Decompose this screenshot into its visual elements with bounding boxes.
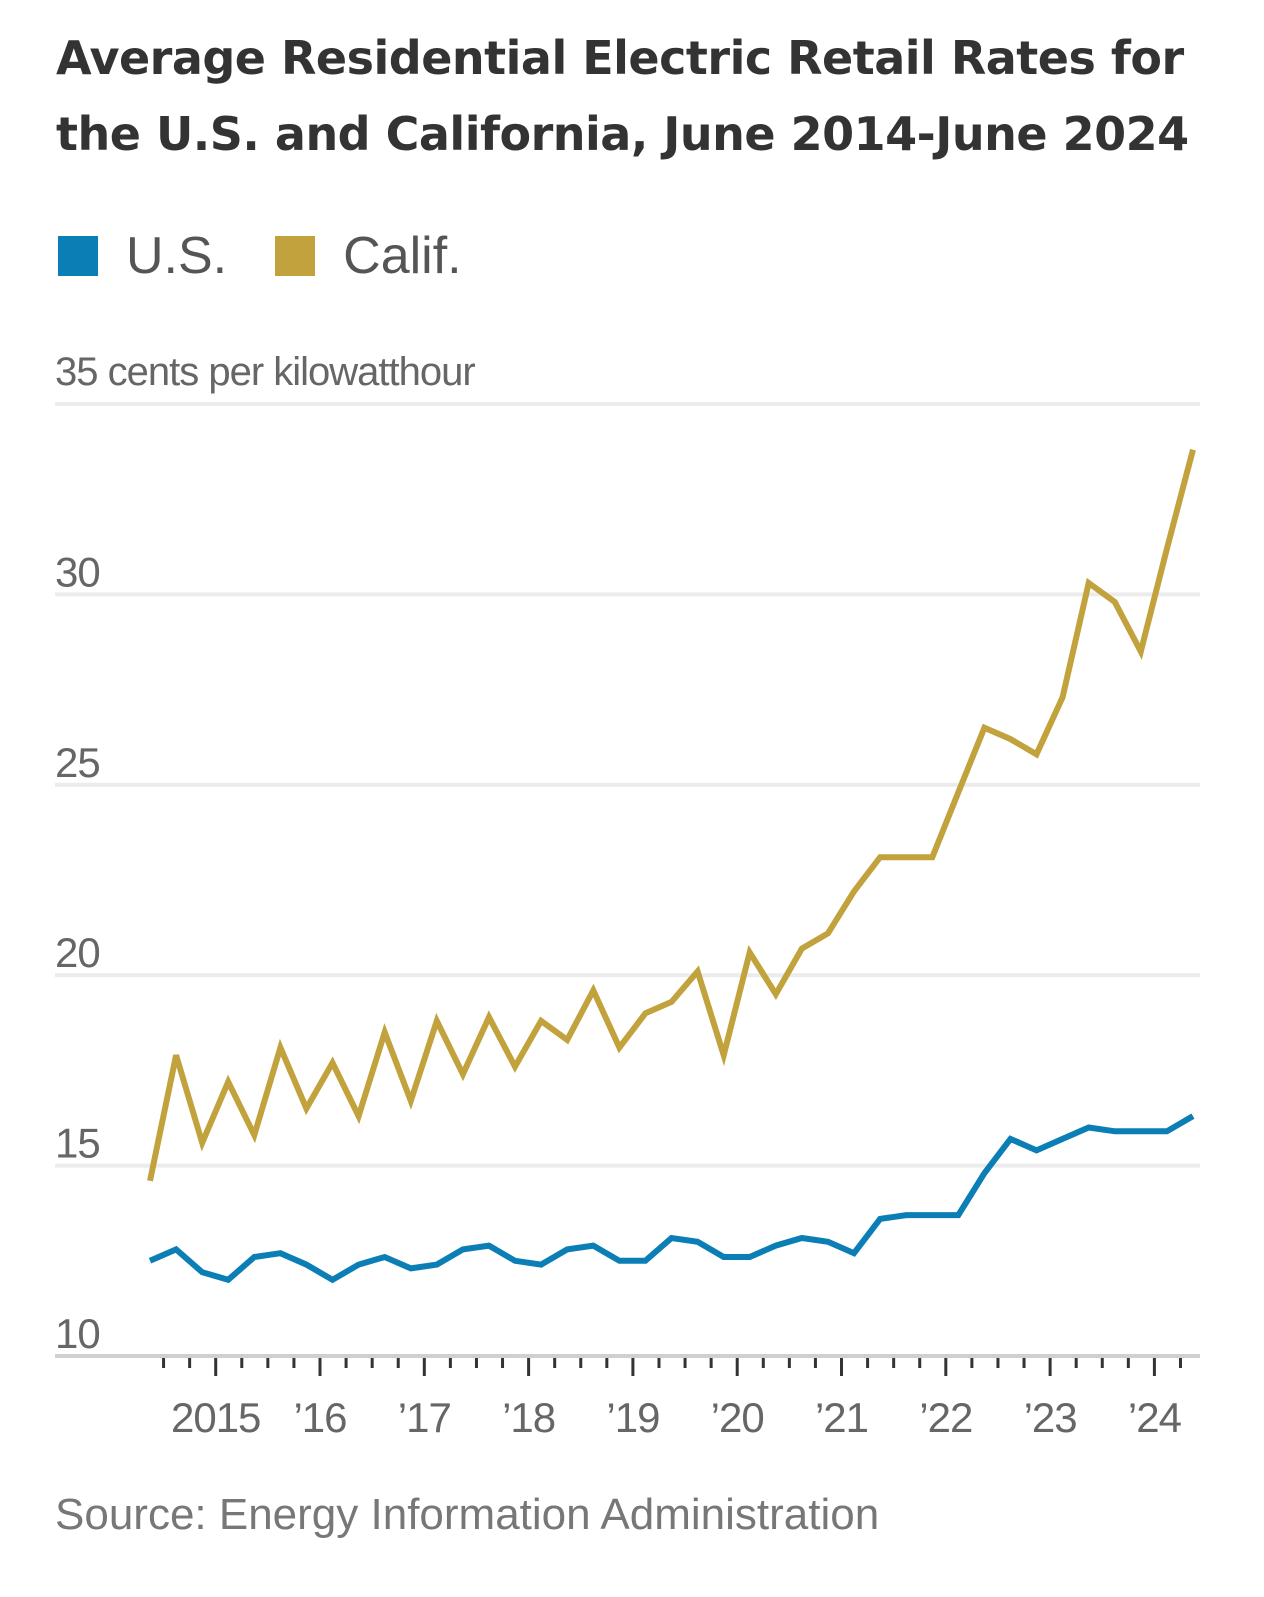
series-line-us	[148, 1113, 1195, 1284]
legend-swatch-calif	[275, 236, 316, 276]
series-line-calif	[147, 448, 1196, 1182]
y-tick-label-25: 25	[55, 739, 100, 786]
x-tick-label-2023: ’23	[1024, 1394, 1077, 1441]
x-tick-label-2024: ’24	[1128, 1394, 1182, 1441]
y-tick-label-20: 20	[55, 929, 100, 976]
x-tick-label-2020: ’20	[711, 1394, 764, 1441]
legend-item-us: U.S.	[58, 226, 227, 286]
x-tick-label-2018: ’18	[502, 1394, 555, 1441]
y-tick-label-30: 30	[55, 548, 100, 595]
x-tick-label-2022: ’22	[919, 1394, 972, 1441]
line-chart: 10 15 20 25 30 2015 ’16 ’17 ’18 ’19 ’20 ’21 ’22 ’23 ’2…	[55, 402, 1200, 1441]
x-tick-label-2015: 2015	[171, 1394, 260, 1441]
chart-title: Average Residential Electric Retail Rate…	[56, 31, 1189, 161]
legend-label-calif: Calif.	[343, 227, 462, 285]
x-tick-label-2016: ’16	[293, 1394, 346, 1441]
x-tick-label-2019: ’19	[606, 1394, 659, 1441]
legend: U.S. Calif.	[58, 226, 510, 286]
y-tick-label-10: 10	[55, 1310, 100, 1357]
source-note: Source: Energy Information Administratio…	[55, 1490, 880, 1539]
x-tick-label-2017: ’17	[398, 1394, 451, 1441]
y-axis-label: 35 cents per kilowatthour	[55, 350, 476, 394]
legend-item-calif: Calif.	[275, 226, 462, 286]
legend-swatch-us	[58, 236, 98, 276]
x-tick-label-2021: ’21	[815, 1394, 868, 1441]
legend-label-us: U.S.	[126, 227, 228, 285]
y-tick-label-15: 15	[55, 1120, 100, 1167]
